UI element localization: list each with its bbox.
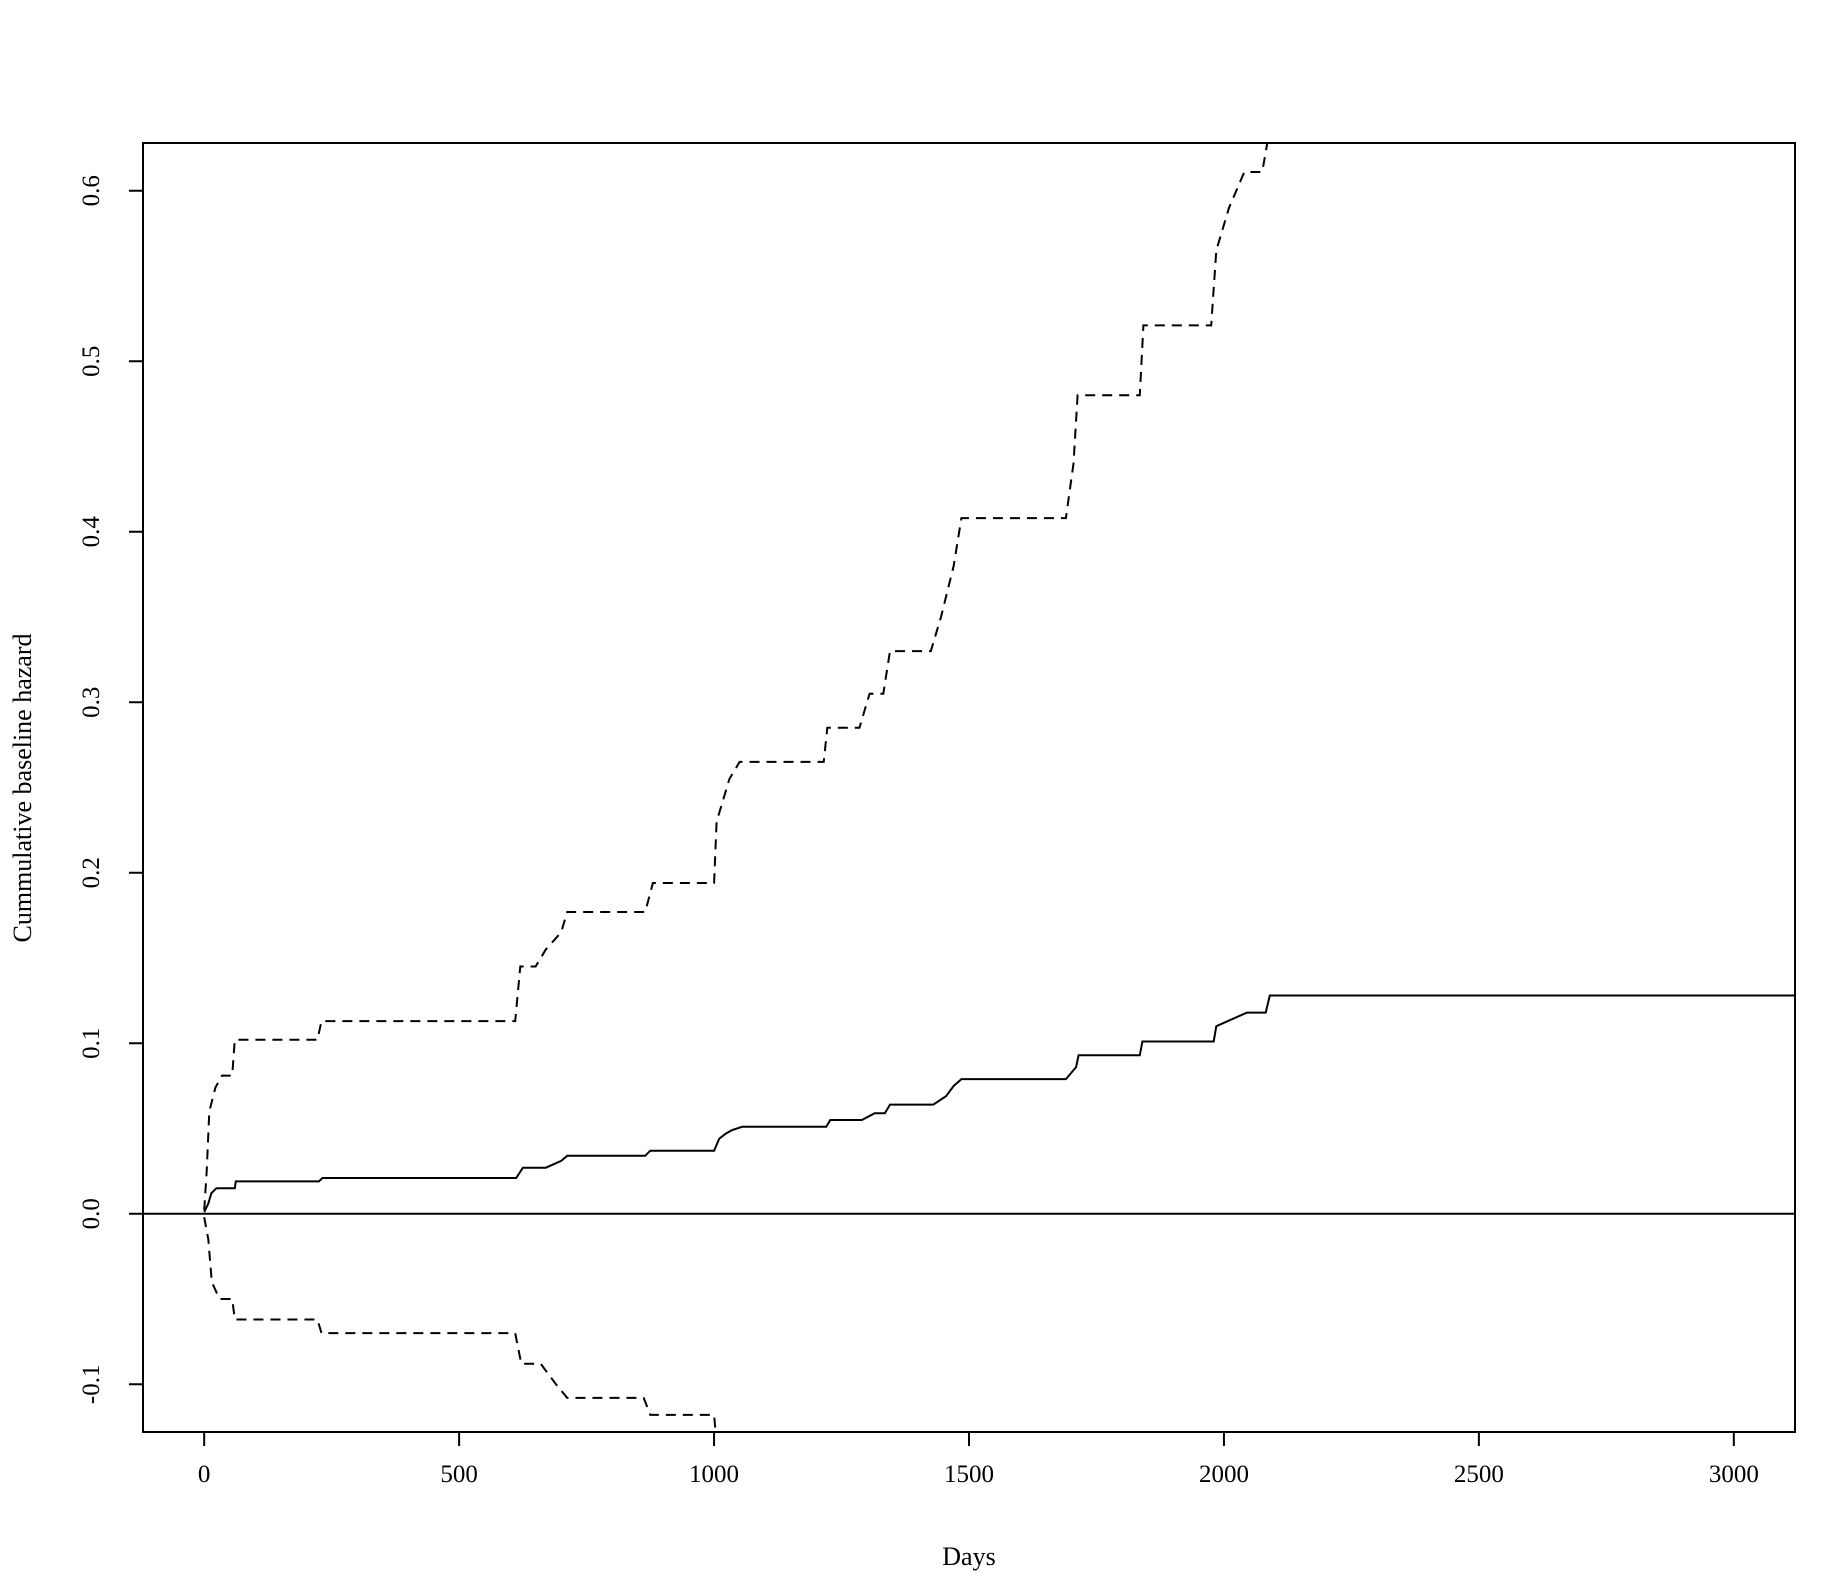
- x-tick-label: 0: [198, 1461, 211, 1488]
- x-tick-label: 2500: [1454, 1461, 1504, 1488]
- y-axis-label: Cummulative baseline hazard: [8, 633, 37, 942]
- y-tick-label: 0.0: [78, 1198, 105, 1229]
- y-tick-label: 0.4: [78, 516, 105, 548]
- series-line-upper-ci: [203, 143, 1269, 1211]
- x-tick-label: 1000: [689, 1461, 739, 1488]
- series-line-lower-ci: [203, 1217, 717, 1432]
- y-tick-label: 0.1: [78, 1028, 105, 1059]
- x-axis-label: Days: [942, 1542, 995, 1571]
- y-tick-label: 0.3: [78, 687, 105, 718]
- y-tick-label: 0.2: [78, 857, 105, 888]
- x-tick-label: 1500: [944, 1461, 994, 1488]
- y-tick-label: -0.1: [78, 1365, 105, 1405]
- y-tick-label: 0.6: [78, 175, 105, 206]
- series-line-estimate: [203, 994, 1795, 1213]
- y-tick-label: 0.5: [78, 346, 105, 377]
- x-tick-label: 3000: [1709, 1461, 1759, 1488]
- x-tick-label: 500: [440, 1461, 478, 1488]
- plot-frame: [142, 142, 1796, 1433]
- x-tick-label: 2000: [1199, 1461, 1249, 1488]
